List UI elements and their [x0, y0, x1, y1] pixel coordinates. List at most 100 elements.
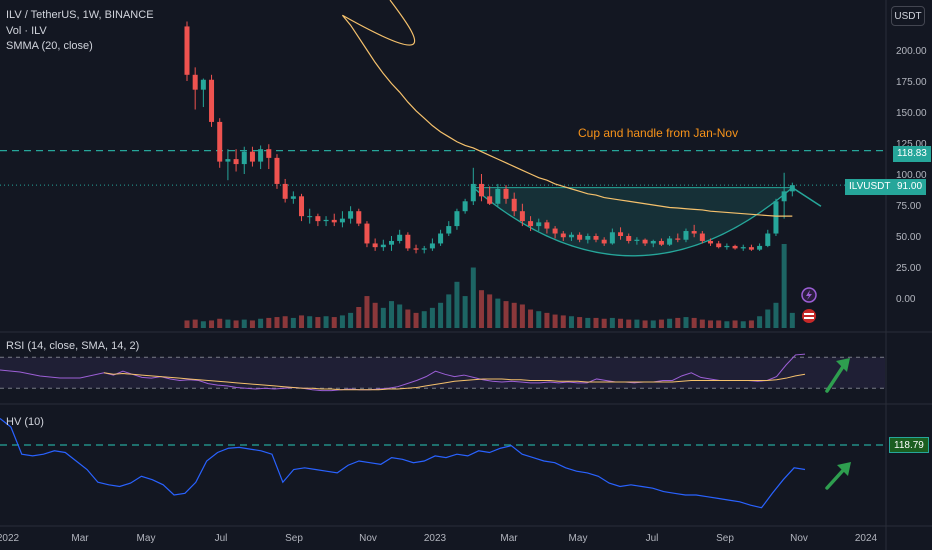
volume-bar — [650, 320, 656, 328]
time-tick-label: Nov — [790, 533, 808, 544]
volume-bar — [585, 317, 591, 328]
candle-body — [389, 240, 394, 245]
candle-body — [708, 240, 714, 244]
candle-body — [356, 211, 362, 224]
candle — [519, 203, 525, 227]
candle — [364, 221, 370, 248]
candle — [356, 208, 362, 227]
volume-bar — [634, 319, 640, 328]
candle — [478, 174, 484, 202]
volume-bar — [765, 309, 771, 328]
candle-body — [675, 238, 681, 240]
volume-bar — [568, 316, 574, 328]
price-tick-label: 75.00 — [896, 201, 921, 212]
volume-bar — [642, 320, 648, 328]
candle-body — [470, 183, 476, 202]
candle-body — [274, 157, 280, 184]
candle — [683, 228, 689, 243]
volume-bar — [290, 317, 296, 328]
volume-bar — [658, 319, 664, 328]
candle — [691, 224, 697, 238]
candle — [429, 238, 435, 251]
candle — [593, 233, 599, 243]
candle-body — [421, 248, 427, 250]
candle — [577, 232, 583, 243]
candle — [699, 231, 705, 244]
candle-body — [626, 236, 632, 241]
volume-bar — [299, 315, 305, 328]
candle — [765, 229, 771, 248]
volume-bar — [233, 320, 239, 328]
level-price-tag: 118.83 — [893, 146, 931, 162]
candle-body — [241, 151, 247, 165]
candle-body — [773, 201, 779, 234]
volume-bar — [331, 317, 337, 328]
candle — [282, 178, 288, 203]
candle-body — [364, 223, 370, 244]
candle-body — [233, 159, 239, 165]
candle — [757, 243, 763, 251]
candle-body — [429, 243, 435, 249]
candle — [348, 206, 354, 224]
legend-smma[interactable]: SMMA (20, close) — [6, 40, 93, 52]
candle-body — [217, 121, 223, 162]
candle-body — [724, 245, 730, 248]
cup-annotation: Cup and handle from Jan-Nov — [578, 126, 739, 140]
candle — [626, 233, 632, 244]
volume-bar — [552, 314, 558, 328]
candle-body — [667, 238, 673, 245]
candle — [536, 218, 542, 232]
currency-unit-button[interactable]: USDT — [891, 6, 925, 26]
candle — [339, 211, 345, 228]
candle — [568, 232, 574, 241]
candle — [217, 118, 223, 168]
legend-volume[interactable]: Vol · ILV — [6, 25, 47, 37]
candle — [446, 221, 452, 236]
candle — [274, 154, 280, 189]
candle-body — [519, 211, 525, 222]
rsi-ma-line — [103, 372, 806, 391]
candle — [601, 237, 607, 246]
candle-body — [544, 222, 550, 229]
volume-bar — [356, 307, 362, 328]
volume-bar — [495, 298, 501, 328]
legend-rsi[interactable]: RSI (14, close, SMA, 14, 2) — [6, 340, 140, 352]
volume-bar — [511, 302, 517, 328]
candle-body — [249, 151, 255, 162]
candle — [724, 243, 730, 250]
arrow-drawings — [801, 287, 851, 490]
candle — [290, 191, 296, 204]
time-tick-label: Jul — [646, 533, 659, 544]
volume-bar — [217, 318, 223, 328]
candle-body — [282, 183, 288, 199]
volume-bar — [209, 320, 215, 328]
legend-hv[interactable]: HV (10) — [6, 416, 44, 428]
volume-bar — [683, 317, 689, 328]
legend-symbol[interactable]: ILV / TetherUS, 1W, BINANCE — [6, 9, 154, 21]
candle-body — [781, 191, 787, 202]
volume-bar — [757, 316, 763, 328]
hv-level-tag: 118.79 — [889, 437, 929, 453]
candle — [511, 192, 517, 217]
candle — [184, 21, 190, 81]
candle — [552, 226, 558, 239]
volume-bar — [413, 312, 419, 328]
candle-body — [405, 234, 411, 249]
volume-bar — [462, 296, 468, 328]
candle — [266, 144, 272, 170]
candle — [299, 193, 305, 222]
volume-bar — [225, 319, 231, 328]
candle-body — [462, 201, 468, 212]
volume-bar — [740, 321, 746, 328]
candle-body — [192, 74, 198, 90]
up-arrow — [825, 462, 851, 490]
volume-bar — [708, 320, 714, 328]
candle — [609, 228, 615, 245]
candle — [421, 245, 427, 254]
candle-body — [618, 232, 624, 236]
candle — [650, 239, 656, 248]
candle-body — [585, 236, 591, 240]
candle — [544, 219, 550, 234]
